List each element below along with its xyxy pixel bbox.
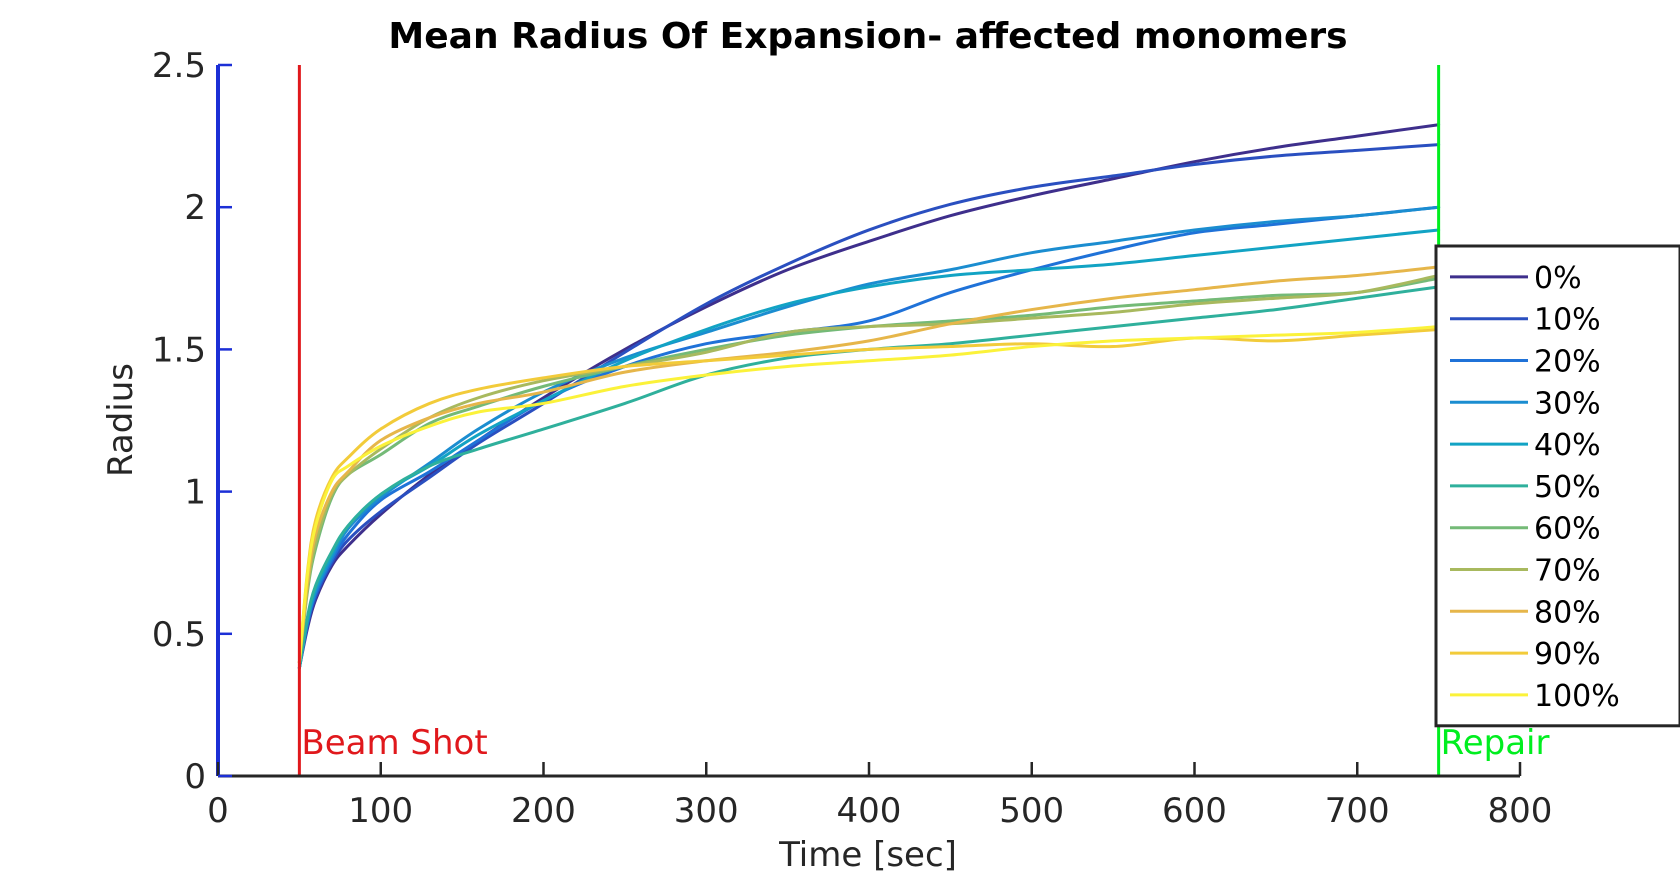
x-tick-label-2: 200 [511,791,576,831]
chart-title: Mean Radius Of Expansion- affected monom… [388,16,1347,57]
legend-label-1: 10% [1534,303,1601,338]
title-layer: Mean Radius Of Expansion- affected monom… [388,16,1347,57]
legend-label-8: 80% [1534,595,1601,630]
x-tick-label-1: 100 [348,791,413,831]
legend-label-5: 50% [1534,470,1601,505]
legend-label-10: 100% [1534,679,1620,714]
y-tick-label-2: 1 [184,473,206,513]
series-layer [297,123,1441,670]
series-line-2 [297,205,1441,670]
annotation-label-1: Repair [1441,723,1550,763]
annotation-layer: Beam Shot Repair [297,65,1550,776]
y-tick-label-3: 1.5 [152,330,206,370]
series-line-10 [297,325,1441,664]
x-tick-label-4: 400 [837,791,902,831]
series-line-9 [297,327,1441,664]
x-tick-label-5: 500 [999,791,1064,831]
y-axis-label: Radius [101,363,141,477]
series-line-5 [297,285,1441,670]
y-tick-label-1: 0.5 [152,615,206,655]
x-tick-label-3: 300 [674,791,739,831]
x-tick-label-6: 600 [1162,791,1227,831]
legend-label-7: 70% [1534,554,1601,589]
tick-layer: 0 100 200 300 400 500 600 700 800 0 0.5 1 1.5 2 2.5 [152,46,1553,831]
legend: 0% 10% 20% 30% 40% 50% 60% 70% 80% 90% 100% [1434,244,1680,728]
legend-label-2: 20% [1534,345,1601,380]
y-tick-label-5: 2.5 [152,46,206,86]
axis-label-layer: Time [sec] Radius [101,363,957,875]
y-tick-label-4: 2 [184,188,206,228]
legend-label-3: 30% [1534,386,1601,421]
x-axis-label: Time [sec] [778,835,957,875]
legend-label-6: 60% [1534,512,1601,547]
legend-label-0: 0% [1534,261,1582,296]
series-line-3 [297,205,1441,670]
x-tick-label-8: 800 [1488,791,1553,831]
x-tick-label-7: 700 [1325,791,1390,831]
annotation-label-0: Beam Shot [301,723,487,763]
x-tick-label-0: 0 [207,791,229,831]
y-tick-label-0: 0 [184,757,206,797]
legend-label-4: 40% [1534,428,1601,463]
series-line-0 [297,123,1441,670]
axes-layer [216,65,1520,778]
legend-label-9: 90% [1534,637,1601,672]
series-line-1 [297,143,1441,670]
series-line-7 [297,273,1441,664]
